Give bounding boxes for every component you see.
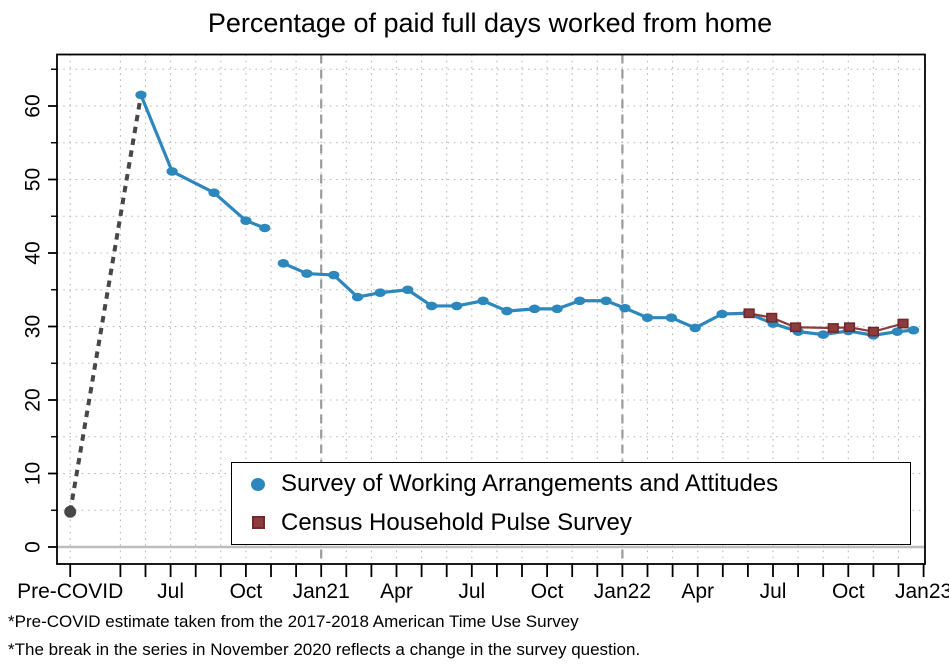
swaa-point [135, 90, 147, 100]
y-tick-label: 20 [22, 388, 45, 411]
x-tick-label: Jul [760, 580, 787, 603]
chps-point [789, 322, 802, 333]
chps-point [827, 323, 839, 333]
swaa-line [281, 261, 916, 337]
swaa-point [641, 313, 654, 322]
swaa-point [259, 223, 271, 233]
swaa-point [477, 296, 489, 306]
swaa-point [402, 285, 414, 295]
x-tick-label: Oct [832, 580, 865, 603]
swaa-point [600, 296, 612, 306]
y-tick-label: 40 [22, 241, 45, 264]
chart-title: Percentage of paid full days worked from… [207, 8, 773, 38]
swaa-point [907, 325, 920, 335]
y-tick-label: 30 [22, 315, 45, 338]
x-tick-label: Pre-COVID [17, 580, 123, 603]
swaa-point [277, 258, 289, 268]
legend-label-swaa: Survey of Working Arrangements and Attit… [281, 470, 779, 498]
legend-item-swaa: Survey of Working Arrangements and Attit… [243, 467, 910, 501]
chps-point [843, 322, 856, 333]
x-tick-label: Jan21 [293, 580, 350, 603]
plot-frame [56, 53, 926, 565]
y-tick-label: 50 [22, 168, 45, 191]
chps-point [766, 312, 778, 323]
legend: Survey of Working Arrangements and Attit… [231, 462, 911, 545]
swaa-point [426, 301, 438, 311]
x-tick-label: Jul [157, 580, 184, 603]
chps-point [867, 326, 879, 337]
chps-point [743, 308, 755, 319]
swaa-point [501, 306, 513, 316]
swaa-point [891, 327, 903, 336]
swaa-point [551, 304, 563, 314]
swaa-point [619, 303, 631, 313]
pre-covid-connector-line [68, 94, 143, 513]
y-tick-label: 10 [22, 462, 45, 485]
legend-label-chps: Census Household Pulse Survey [281, 508, 632, 536]
x-tick-label: Apr [681, 580, 714, 603]
x-tick-label: Oct [531, 580, 564, 603]
x-tick-label: Jan23 [895, 580, 949, 603]
swaa-point [574, 296, 586, 306]
swaa-point [817, 330, 829, 339]
chps-point [897, 318, 909, 329]
footnote-series-break: *The break in the series in November 202… [8, 640, 641, 659]
swaa-point [240, 216, 252, 225]
swaa-point [374, 288, 386, 297]
y-tick-label: 0 [22, 541, 45, 553]
swaa-point [689, 323, 701, 333]
swaa-point [301, 269, 313, 278]
swaa-point [166, 167, 178, 176]
swaa-point [328, 270, 340, 280]
swaa-point [528, 304, 541, 314]
x-tick-label: Apr [380, 580, 413, 603]
x-tick-label: Oct [230, 580, 263, 603]
swaa-point [665, 313, 677, 322]
x-tick-label: Jul [458, 580, 485, 603]
swaa-circle-marker-icon [251, 477, 265, 491]
chps-square-marker-icon [251, 516, 265, 530]
swaa-point [716, 309, 728, 319]
x-tick-label: Jan22 [594, 580, 651, 603]
footnote-pre-covid: *Pre-COVID estimate taken from the 2017-… [8, 612, 579, 631]
legend-item-chps: Census Household Pulse Survey [243, 506, 910, 540]
swaa-point [208, 188, 220, 198]
swaa-point [351, 292, 364, 302]
swaa-point [451, 301, 463, 311]
y-tick-label: 60 [22, 94, 45, 117]
pre-covid-point [64, 505, 77, 518]
